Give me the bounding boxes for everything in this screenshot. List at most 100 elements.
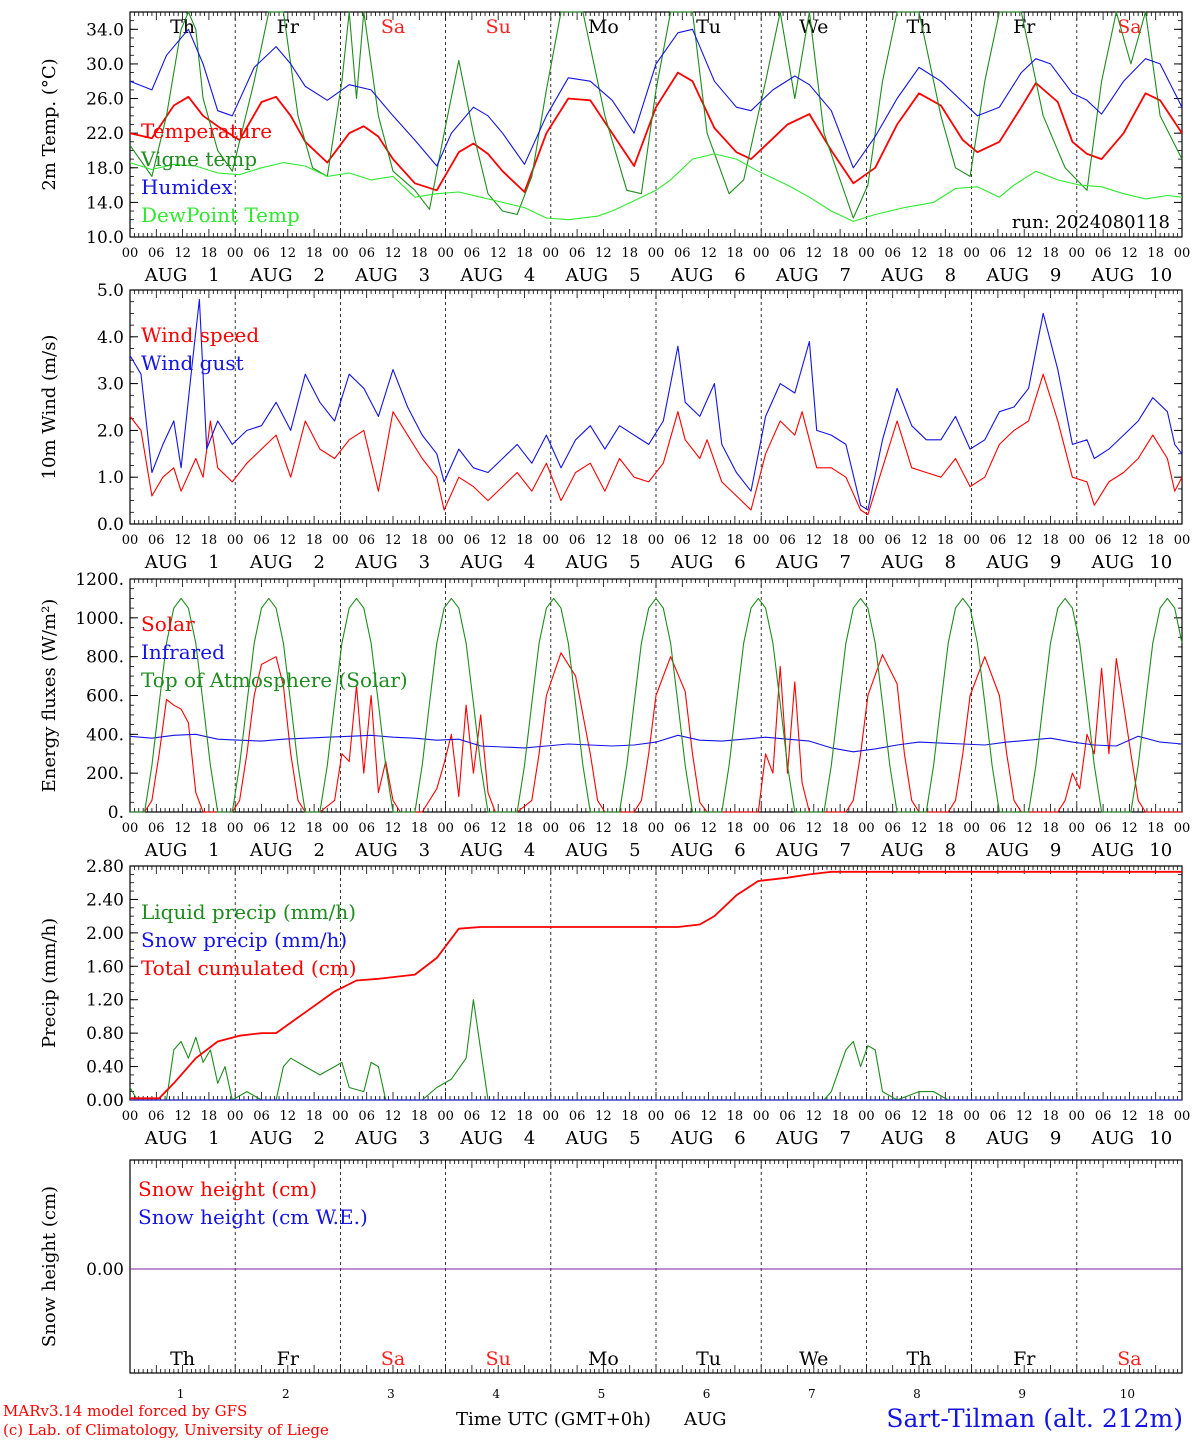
month-label: AUG <box>880 840 924 861</box>
hour-label: 06 <box>779 246 796 261</box>
panel-1: 10.0 14.0 18.0 22.0 26.0 30.0 34.0 2m Temp. (°C… <box>39 11 1190 286</box>
month-label: AUG <box>1091 265 1135 286</box>
y-axis-title: Snow height (cm) <box>39 1186 60 1347</box>
month-label: AUG <box>565 1128 609 1149</box>
y-tick-label: 26.0 <box>86 90 124 110</box>
month-label: AUG <box>565 840 609 861</box>
hour-label: 18 <box>832 1109 849 1124</box>
hour-label: 18 <box>621 533 638 548</box>
day-number-label: 8 <box>945 552 956 573</box>
y-axis-title: Precip (mm/h) <box>39 918 60 1048</box>
legend-entry: Top of Atmosphere (Solar) <box>141 668 408 692</box>
month-label: AUG <box>459 552 503 573</box>
y-axis-title: Energy fluxes (W/m²) <box>39 599 60 793</box>
hour-label: 06 <box>253 1109 270 1124</box>
hour-label: 12 <box>911 821 928 836</box>
month-label: AUG <box>354 552 398 573</box>
hour-label: 18 <box>1042 533 1059 548</box>
month-label: AUG <box>880 265 924 286</box>
day-number-label: 8 <box>945 1128 956 1149</box>
legend-entry: Liquid precip (mm/h) <box>141 900 356 924</box>
legend-entry: Solar <box>141 612 195 636</box>
day-number-label: 2 <box>313 1128 324 1149</box>
hour-label: 00 <box>648 821 665 836</box>
hour-label: 00 <box>437 533 454 548</box>
footer-model-credit: MARv3.14 model forced by GFS <box>3 1402 247 1420</box>
hour-label: 12 <box>1016 533 1033 548</box>
hour-label: 18 <box>832 246 849 261</box>
hour-label: 06 <box>990 1109 1007 1124</box>
hour-label: 18 <box>937 533 954 548</box>
hour-label: 12 <box>1121 821 1138 836</box>
day-number-label: 10 <box>1149 265 1172 286</box>
day-number-label: 3 <box>387 1387 395 1401</box>
hour-label: 18 <box>937 1109 954 1124</box>
hour-label: 06 <box>569 246 586 261</box>
hour-label: 18 <box>1147 821 1164 836</box>
hour-label: 06 <box>779 1109 796 1124</box>
day-number-label: 10 <box>1149 552 1172 573</box>
hour-label: 12 <box>385 246 402 261</box>
y-tick-label: 1.20 <box>86 991 124 1011</box>
day-number-label: 2 <box>313 265 324 286</box>
hour-label: 12 <box>911 533 928 548</box>
hour-label: 00 <box>858 533 875 548</box>
hour-label: 12 <box>385 1109 402 1124</box>
hour-label: 00 <box>437 246 454 261</box>
y-tick-label: 400. <box>86 725 124 745</box>
day-number-label: 7 <box>808 1387 816 1401</box>
day-name-label: Sa <box>381 1348 405 1370</box>
y-tick-label: 3.0 <box>97 375 124 395</box>
day-number-label: 6 <box>734 265 745 286</box>
hour-label: 00 <box>543 533 560 548</box>
day-number-label: 2 <box>313 552 324 573</box>
y-tick-label: 2.80 <box>86 857 124 877</box>
hour-label: 18 <box>1147 1109 1164 1124</box>
day-number-label: 2 <box>313 840 324 861</box>
hour-label: 00 <box>332 533 349 548</box>
hour-label: 12 <box>174 246 191 261</box>
day-number-label: 1 <box>177 1387 185 1401</box>
time-axis-label: Time UTC (GMT+0h) <box>456 1409 651 1430</box>
day-number-label: 9 <box>1050 552 1061 573</box>
hour-label: 06 <box>884 821 901 836</box>
legend-entry: Wind gust <box>141 351 244 375</box>
day-number-label: 4 <box>524 840 535 861</box>
day-number-label: 10 <box>1149 1128 1172 1149</box>
hour-label: 12 <box>1016 1109 1033 1124</box>
y-tick-label: 0. <box>108 803 124 823</box>
hour-label: 00 <box>122 1109 139 1124</box>
day-name-label: Fr <box>1013 1348 1036 1370</box>
hour-label: 12 <box>595 821 612 836</box>
hour-label: 00 <box>858 821 875 836</box>
hour-label: 12 <box>700 246 717 261</box>
day-name-label: Sa <box>1117 16 1141 38</box>
y-tick-label: 22.0 <box>86 124 124 144</box>
hour-label: 12 <box>911 246 928 261</box>
hour-label: 00 <box>227 1109 244 1124</box>
hour-label: 00 <box>648 533 665 548</box>
hour-label: 18 <box>1042 246 1059 261</box>
hour-label: 12 <box>280 821 297 836</box>
hour-label: 06 <box>148 821 165 836</box>
day-name-label: Sa <box>1117 1348 1141 1370</box>
hour-label: 12 <box>385 533 402 548</box>
y-tick-label: 2.40 <box>86 890 124 910</box>
hour-label: 12 <box>806 821 823 836</box>
day-number-label: 1 <box>208 840 219 861</box>
hour-label: 18 <box>306 1109 323 1124</box>
month-label: AUG <box>249 1128 293 1149</box>
day-number-label: 10 <box>1149 840 1172 861</box>
hour-label: 12 <box>385 821 402 836</box>
hour-label: 18 <box>516 533 533 548</box>
hour-label: 12 <box>280 246 297 261</box>
hour-label: 12 <box>700 1109 717 1124</box>
hour-label: 18 <box>306 246 323 261</box>
hour-label: 18 <box>201 1109 218 1124</box>
hour-label: 00 <box>227 533 244 548</box>
hour-label: 18 <box>411 1109 428 1124</box>
hour-label: 00 <box>963 533 980 548</box>
y-tick-label: 0.40 <box>86 1058 124 1078</box>
hour-label: 12 <box>490 533 507 548</box>
hour-label: 06 <box>253 533 270 548</box>
